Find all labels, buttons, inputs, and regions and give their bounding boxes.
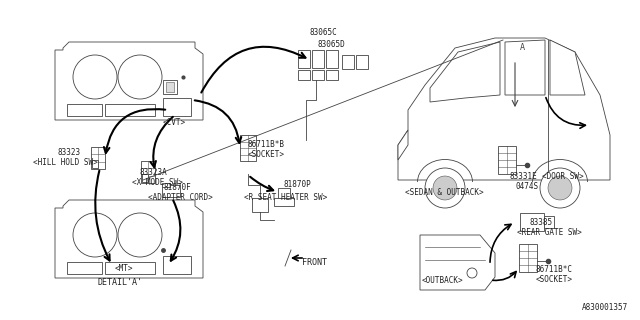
Polygon shape <box>505 40 545 95</box>
Text: <SOCKET>: <SOCKET> <box>248 150 285 159</box>
Text: 83323A: 83323A <box>140 168 168 177</box>
Text: <X MODE SW>: <X MODE SW> <box>132 178 183 187</box>
Text: 83385: 83385 <box>530 218 553 227</box>
Bar <box>92 160 98 168</box>
Bar <box>519 244 537 272</box>
Bar <box>142 174 148 182</box>
Bar <box>326 50 338 68</box>
Bar <box>356 55 368 69</box>
Bar <box>141 161 155 183</box>
Text: <R SEAT HEATER SW>: <R SEAT HEATER SW> <box>244 193 327 202</box>
Text: <SEDAN & OUTBACK>: <SEDAN & OUTBACK> <box>405 188 484 197</box>
Text: 81870F: 81870F <box>163 183 191 192</box>
Circle shape <box>118 213 162 257</box>
Circle shape <box>73 55 117 99</box>
Polygon shape <box>430 42 500 102</box>
Text: DETAIL'A': DETAIL'A' <box>98 278 143 287</box>
Polygon shape <box>398 130 408 160</box>
Text: 86711B*B: 86711B*B <box>248 140 285 149</box>
Polygon shape <box>55 42 203 120</box>
Bar <box>67 262 102 274</box>
Text: <OUTBACK>: <OUTBACK> <box>422 276 463 285</box>
Bar <box>163 256 191 274</box>
Bar <box>312 50 324 68</box>
Bar <box>498 146 516 174</box>
Text: <REAR GATE SW>: <REAR GATE SW> <box>517 228 582 237</box>
Circle shape <box>433 176 457 200</box>
Bar <box>163 80 177 94</box>
Text: 83065C: 83065C <box>310 28 338 37</box>
Text: A: A <box>520 43 525 52</box>
Polygon shape <box>398 38 610 180</box>
Text: A830001357: A830001357 <box>582 303 628 312</box>
Bar <box>163 98 191 116</box>
Text: 81870P: 81870P <box>283 180 311 189</box>
Circle shape <box>540 168 580 208</box>
Polygon shape <box>55 200 203 278</box>
Bar <box>274 198 294 206</box>
Text: 83331E: 83331E <box>510 172 538 181</box>
Text: 0474S: 0474S <box>516 182 539 191</box>
Bar <box>105 262 155 274</box>
Bar <box>240 135 256 161</box>
Bar <box>162 185 180 197</box>
Text: <CVT>: <CVT> <box>163 118 186 127</box>
Text: 83065D: 83065D <box>318 40 346 49</box>
Bar <box>326 70 338 80</box>
Bar <box>544 216 554 228</box>
Polygon shape <box>420 235 495 290</box>
Circle shape <box>73 213 117 257</box>
Bar <box>67 104 102 116</box>
Text: <DOOR SW>: <DOOR SW> <box>542 172 584 181</box>
Bar <box>91 147 105 169</box>
Bar <box>162 183 170 187</box>
Circle shape <box>425 168 465 208</box>
Text: <HILL HOLD SW>: <HILL HOLD SW> <box>33 158 98 167</box>
Circle shape <box>548 176 572 200</box>
Bar <box>298 70 310 80</box>
Text: 83323: 83323 <box>58 148 81 157</box>
Text: 86711B*C: 86711B*C <box>536 265 573 274</box>
Bar <box>105 104 155 116</box>
Text: <SOCKET>: <SOCKET> <box>536 275 573 284</box>
Polygon shape <box>550 40 585 95</box>
Bar <box>312 70 324 80</box>
Bar <box>520 213 544 231</box>
Bar <box>298 50 310 68</box>
Text: <ADAPTER CORD>: <ADAPTER CORD> <box>148 193 212 202</box>
Circle shape <box>467 268 477 278</box>
Bar <box>342 55 354 69</box>
Bar <box>166 82 174 92</box>
Circle shape <box>118 55 162 99</box>
Text: FRONT: FRONT <box>302 258 327 267</box>
Bar <box>252 198 268 212</box>
Bar <box>278 188 290 198</box>
Text: <MT>: <MT> <box>115 264 134 273</box>
